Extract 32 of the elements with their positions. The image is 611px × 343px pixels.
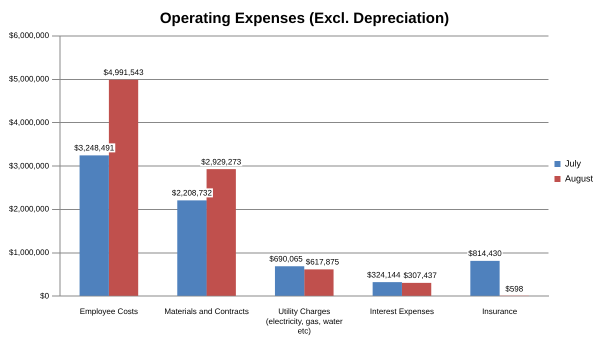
y-tick-label: $1,000,000 [8, 248, 50, 258]
bar [402, 282, 432, 296]
data-label: $617,875 [306, 258, 340, 267]
data-label: $3,248,491 [74, 144, 115, 153]
data-label: $2,929,273 [201, 157, 242, 166]
y-tick-label: $3,000,000 [8, 161, 50, 170]
x-tick-label: Insurance [482, 307, 518, 316]
x-tick-label: Utility Charges (electricity, gas, water etc) [266, 307, 343, 336]
data-label: $4,991,543 [104, 68, 144, 77]
legend-label: August [564, 173, 594, 184]
data-label: $2,208,732 [172, 188, 212, 198]
y-tick-label: $2,000,000 [8, 204, 50, 214]
legend-label: July [564, 158, 582, 168]
y-tick-label: $0 [40, 291, 50, 300]
bar [274, 266, 304, 296]
y-tick-label: $6,000,000 [8, 31, 50, 40]
bar [470, 260, 500, 296]
x-tick-label: Employee Costs [80, 307, 138, 316]
bar [177, 200, 207, 296]
x-tick-label: Materials and Contracts [164, 307, 249, 316]
chart-title: Operating Expenses (Excl. Depreciation) [160, 10, 450, 28]
bar [372, 282, 402, 296]
data-label: $690,065 [269, 254, 304, 264]
y-tick-label: $5,000,000 [8, 74, 50, 84]
data-label: $814,430 [468, 249, 502, 258]
data-label: $598 [505, 284, 524, 294]
bar [304, 269, 334, 296]
data-label: $324,144 [367, 270, 401, 280]
bar [80, 155, 109, 296]
data-label: $307,437 [403, 271, 438, 280]
x-tick-label: Interest Expenses [370, 307, 434, 316]
y-tick-label: $4,000,000 [8, 118, 50, 127]
